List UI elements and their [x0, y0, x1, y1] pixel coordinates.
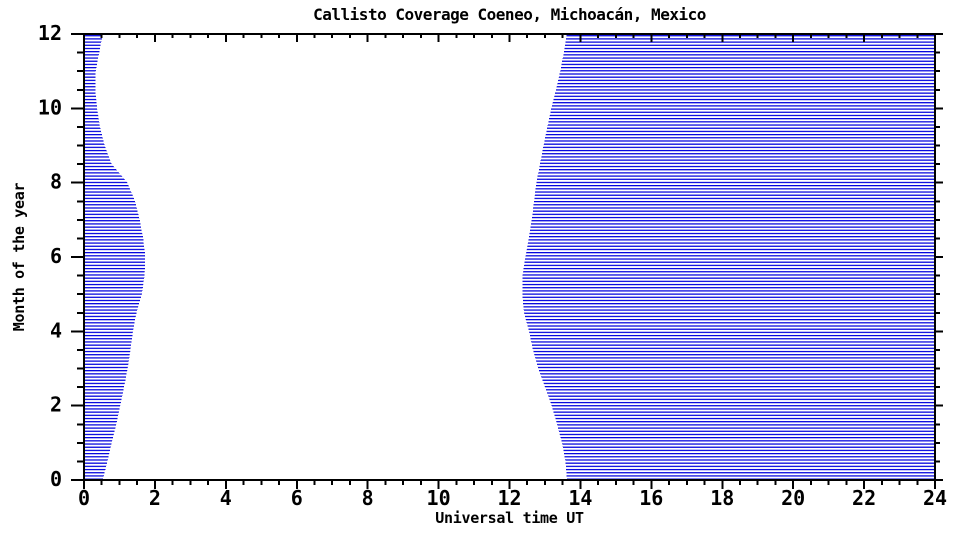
y-tick-label: 6 [50, 244, 62, 268]
hatch-region-evening [84, 34, 146, 480]
x-tick-label: 14 [568, 486, 592, 510]
x-tick-label: 0 [78, 486, 90, 510]
x-tick-label: 18 [710, 486, 734, 510]
y-tick-label: 0 [50, 467, 62, 491]
x-tick-label: 20 [781, 486, 805, 510]
x-tick-label: 10 [427, 486, 451, 510]
x-tick-label: 2 [149, 486, 161, 510]
y-tick-label: 10 [38, 95, 62, 119]
x-axis-label: Universal time UT [435, 509, 584, 527]
y-tick-label: 2 [50, 393, 62, 417]
x-tick-label: 22 [852, 486, 876, 510]
hatch-region-morning [522, 34, 935, 480]
x-tick-label: 8 [362, 486, 374, 510]
x-tick-label: 12 [497, 486, 521, 510]
x-tick-label: 16 [639, 486, 663, 510]
y-axis-label: Month of the year [10, 182, 28, 332]
y-tick-label: 4 [50, 318, 62, 342]
plot-frame [83, 33, 936, 481]
x-tick-label: 6 [291, 486, 303, 510]
x-tick-label: 4 [220, 486, 232, 510]
y-tick-label: 8 [50, 170, 62, 194]
chart-title: Callisto Coverage Coeneo, Michoacán, Mex… [313, 5, 706, 24]
x-tick-label: 24 [923, 486, 947, 510]
y-tick-label: 12 [38, 21, 62, 45]
